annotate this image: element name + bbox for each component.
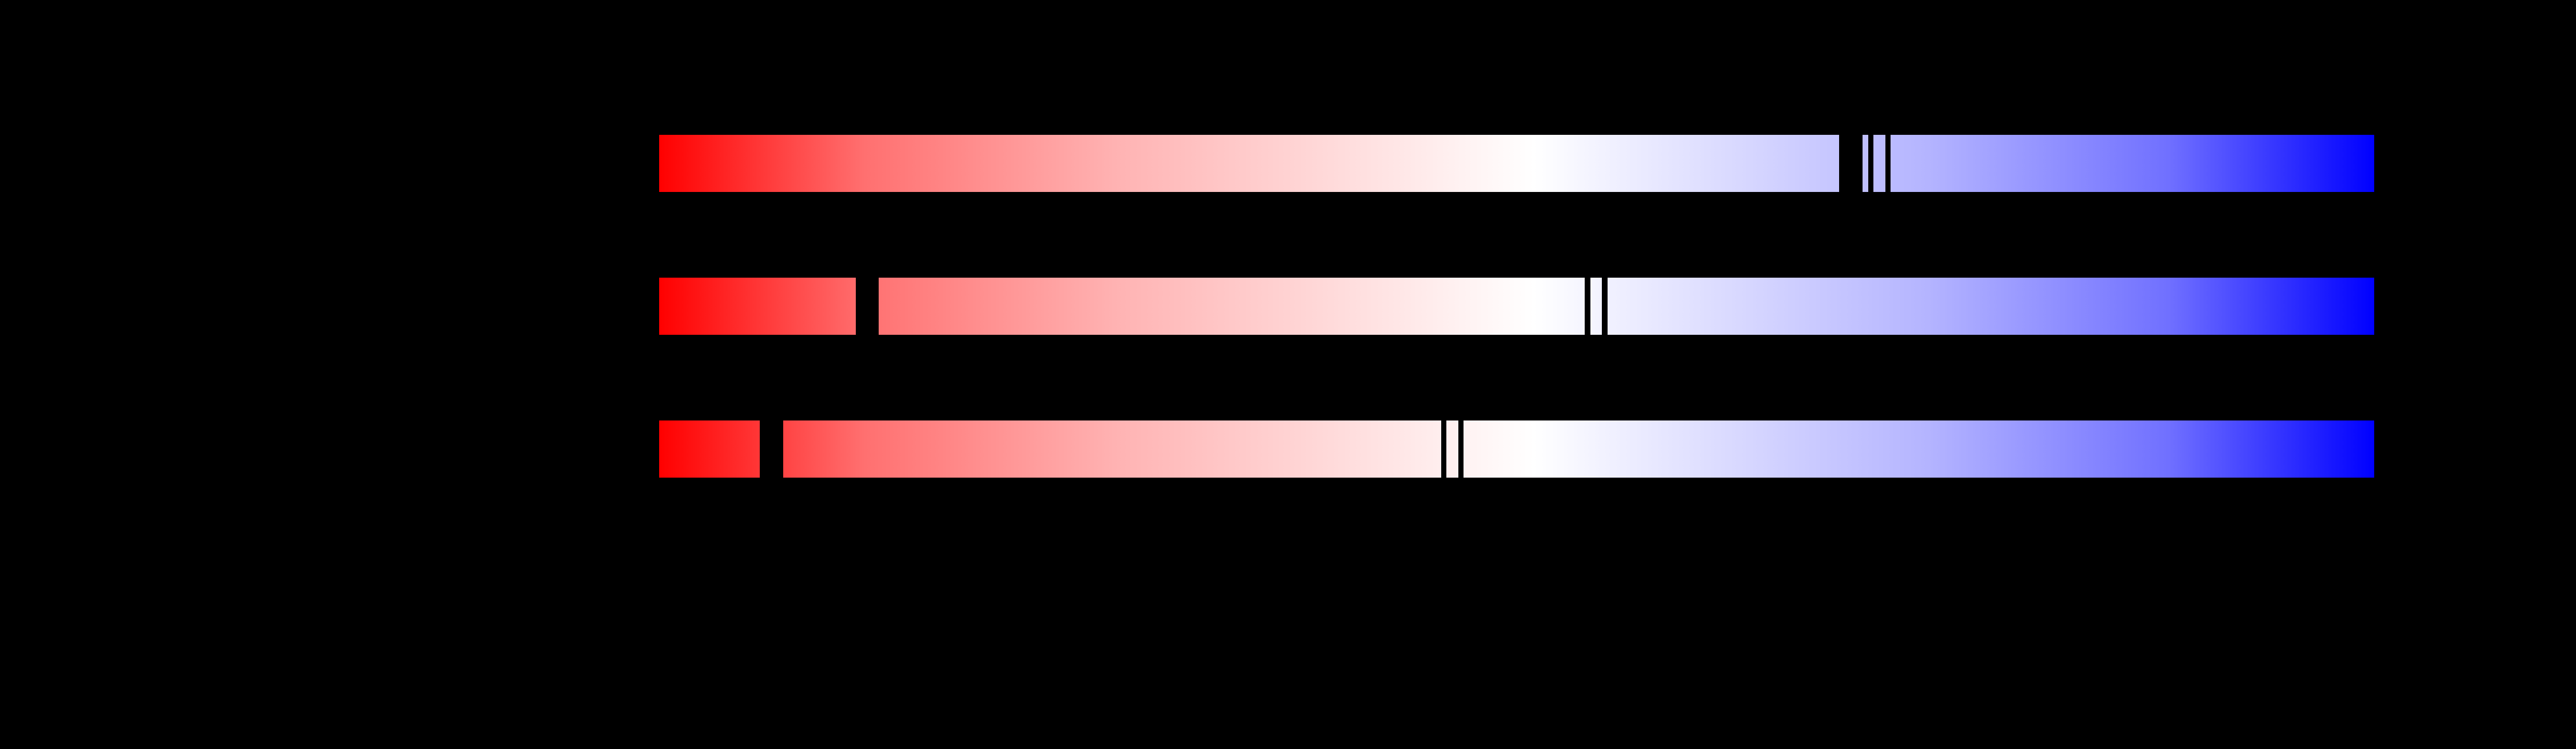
marker-line (1458, 420, 1464, 478)
marker-line (1885, 135, 1891, 192)
gap-break (760, 420, 783, 478)
gap-break (856, 278, 879, 335)
marker-line (1585, 278, 1590, 335)
gradient-middle-strip (659, 278, 2374, 335)
marker-line (1602, 278, 1608, 335)
gradient-bottom-strip (659, 420, 2374, 478)
gap-break (1839, 135, 1863, 192)
marker-line (1868, 135, 1873, 192)
gradient-top-strip (659, 135, 2374, 192)
marker-line (1441, 420, 1446, 478)
